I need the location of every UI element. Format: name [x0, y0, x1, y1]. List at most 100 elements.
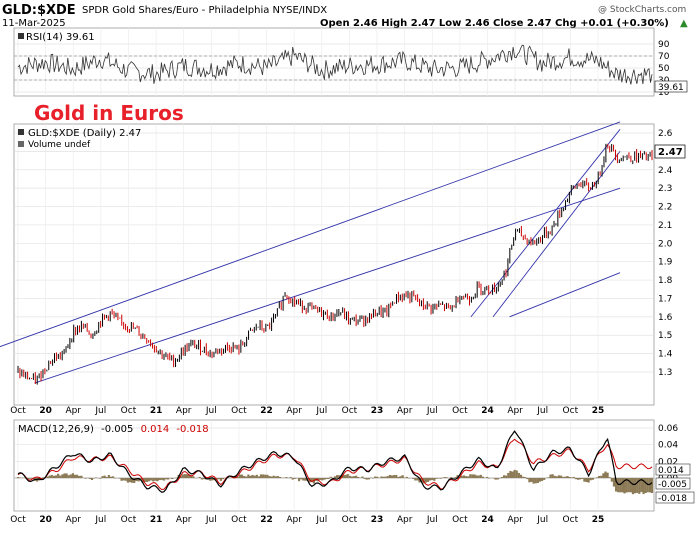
trendline	[34, 187, 621, 384]
macd-xticks-label: 20	[39, 515, 52, 525]
price-xticks-label: Oct	[342, 406, 358, 416]
rsi-ticks-label: 10	[658, 88, 670, 98]
price-xticks-label: Oct	[563, 406, 579, 416]
price-axis-ticks: 2.62.52.42.32.22.12.01.91.81.71.61.51.41…	[658, 129, 673, 378]
price-xticks-label: Jul	[426, 406, 438, 416]
price-xticks-label: 23	[371, 406, 384, 416]
price-xticks-label: Oct	[452, 406, 468, 416]
rsi-swatch	[18, 33, 24, 39]
macd-value-tag-macd: -0.005	[658, 480, 687, 490]
price-ticks-label: 1.9	[658, 258, 673, 268]
macd-line	[17, 430, 653, 493]
price-label: GLD:$XDE (Daily) 2.47	[28, 128, 141, 139]
quote-date: 11-Mar-2025	[2, 18, 66, 29]
price-xticks-label: Apr	[65, 406, 81, 416]
quote-values: Open 2.46 High 2.47 Low 2.46 Close 2.47 …	[320, 18, 669, 29]
rsi-ticks-label: 90	[658, 40, 670, 50]
macd-xticks-label: Jul	[536, 515, 548, 525]
price-xticks-label: Jul	[536, 406, 548, 416]
price-panel-frame	[13, 123, 655, 406]
macd-xticks-label: Apr	[507, 515, 523, 525]
volume-label: Volume undef	[28, 140, 91, 150]
symbol-title: GLD:$XDE	[2, 3, 76, 18]
macd-xticks-label: Oct	[563, 515, 579, 525]
macd-value-tag-histogram: -0.018	[658, 494, 687, 504]
macd-xticks-label: Oct	[121, 515, 137, 525]
macd-label-value: -0.005	[101, 424, 133, 435]
price-ticks-label: 1.6	[658, 313, 673, 323]
macd-xticks-label: Oct	[342, 515, 358, 525]
macd-label: MACD(12,26,9) -0.005 0.014 -0.018	[18, 424, 209, 435]
macd-ticks-label: 0.04	[658, 441, 678, 451]
price-xticks-label: Oct	[231, 406, 247, 416]
macd-xticks-label: Apr	[286, 515, 302, 525]
macd-xticks-label: 23	[371, 515, 384, 525]
price-ticks-label: 1.3	[658, 368, 672, 378]
macd-label-signal: 0.014	[141, 424, 170, 435]
trendline	[0, 121, 621, 348]
price-trendlines	[0, 121, 621, 384]
macd-xticks-label: 25	[592, 515, 605, 525]
price-ticks-label: 2.2	[658, 203, 672, 213]
macd-xticks-label: Oct	[452, 515, 468, 525]
rsi-line	[17, 44, 653, 85]
macd-xticks-label: Jul	[205, 515, 217, 525]
price-xticks-label: 22	[260, 406, 273, 416]
price-x-axis-ticks: Oct 20 Apr Jul Oct 21 Apr Jul Oct 22 Apr Jul Oct 23 Ap…	[10, 406, 604, 416]
trendline	[509, 272, 621, 318]
macd-label-prefix: MACD(12,26,9)	[18, 424, 94, 435]
macd-x-axis-ticks: Oct 20 Apr Jul Oct 21 Apr Jul Oct 22 Apr Jul Oct 23 Ap…	[10, 515, 604, 525]
price-series	[17, 143, 653, 385]
macd-value-tag-signal: 0.014	[658, 466, 684, 476]
volume-swatch	[18, 141, 24, 147]
macd-xticks-label: 24	[481, 515, 494, 525]
price-xticks-label: Jul	[315, 406, 327, 416]
rsi-series	[17, 44, 653, 85]
trendline	[470, 129, 621, 318]
rsi-label: RSI(14) 39.61	[26, 32, 95, 43]
macd-xticks-label: Apr	[176, 515, 192, 525]
macd-xticks-label: Oct	[231, 515, 247, 525]
trendline	[492, 151, 621, 318]
macd-value-tags: 0.014 -0.005 -0.018	[655, 463, 695, 504]
price-ticks-label: 1.5	[658, 331, 672, 341]
rsi-last-value-tag: 39.61	[654, 80, 688, 93]
price-last-value: 2.47	[658, 147, 683, 158]
price-xticks-label: 20	[39, 406, 52, 416]
price-ticks-label: 2.6	[658, 129, 673, 139]
price-swatch	[18, 129, 24, 135]
macd-xticks-label: Apr	[65, 515, 81, 525]
price-xticks-label: 25	[592, 406, 605, 416]
price-ticks-label: 1.7	[658, 294, 672, 304]
price-gridlines	[14, 124, 654, 405]
price-xticks-label: Apr	[507, 406, 523, 416]
price-xticks-label: Apr	[286, 406, 302, 416]
macd-xticks-label: Jul	[426, 515, 438, 525]
price-xticks-label: Apr	[176, 406, 192, 416]
macd-ticks-label: 0.06	[658, 424, 678, 434]
macd-xticks-label: Oct	[10, 515, 26, 525]
macd-label-histogram: -0.018	[176, 424, 208, 435]
price-ticks-label: 2.4	[658, 166, 673, 176]
rsi-last-value: 39.61	[658, 83, 684, 93]
macd-series	[16, 430, 654, 495]
price-xticks-label: 24	[481, 406, 494, 416]
macd-xticks-label: Jul	[315, 515, 327, 525]
price-xticks-label: Oct	[121, 406, 137, 416]
macd-ticks-label: 0.02	[658, 457, 678, 467]
macd-panel-frame	[13, 419, 655, 512]
price-xticks-label: 21	[150, 406, 163, 416]
rsi-ticks-label: 70	[658, 52, 670, 62]
symbol-description: SPDR Gold Shares/Euro - Philadelphia NYS…	[82, 5, 327, 16]
price-last-value-tag: 2.47	[654, 144, 686, 159]
price-xticks-label: Oct	[10, 406, 26, 416]
macd-xticks-label: Jul	[94, 515, 106, 525]
gold-in-euros-annotation: Gold in Euros	[34, 101, 184, 125]
brand-watermark: @ StockCharts.com	[598, 5, 686, 15]
rsi-panel-frame	[13, 27, 655, 97]
macd-xticks-label: Apr	[397, 515, 413, 525]
macd-xticks-label: 21	[150, 515, 163, 525]
price-ticks-label: 2.0	[658, 239, 673, 249]
